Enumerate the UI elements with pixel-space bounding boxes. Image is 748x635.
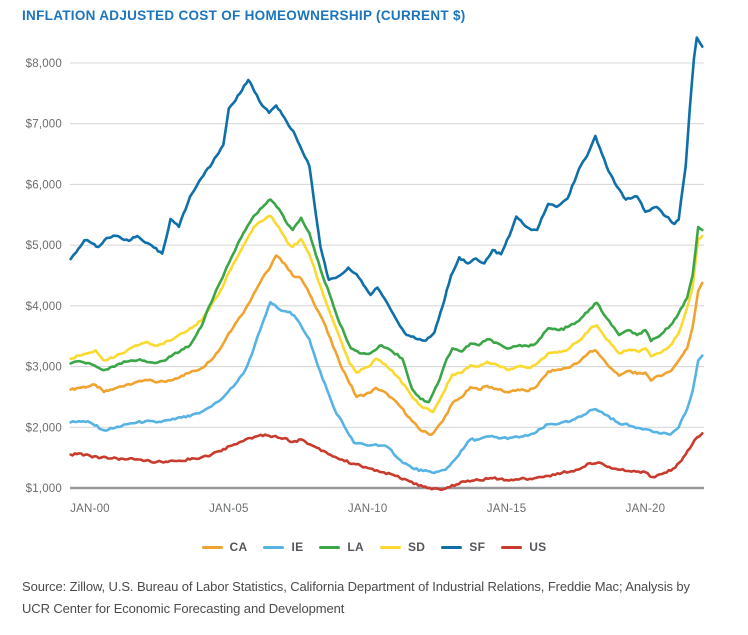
x-axis-labels: JAN-00 JAN-05 JAN-10 JAN-15 JAN-20 [70, 503, 665, 515]
legend-item-la: LA [319, 540, 364, 554]
legend-swatch-sd [380, 545, 401, 549]
series-line-sd [69, 214, 704, 414]
x-tick-label: JAN-20 [626, 503, 666, 515]
legend-item-us: US [501, 540, 546, 554]
legend-label-ie: IE [291, 540, 304, 554]
legend-label-us: US [529, 540, 547, 554]
y-tick-label: $2,000 [26, 422, 62, 434]
y-tick-label: $4,000 [26, 301, 62, 313]
x-tick-label: JAN-10 [348, 503, 388, 515]
legend-item-sf: SF [441, 540, 485, 554]
series-line-us [69, 432, 704, 492]
legend-swatch-ca [201, 545, 223, 549]
y-tick-label: $1,000 [26, 483, 62, 495]
chart-legend: CA IE LA SD SF US [0, 540, 748, 554]
y-axis-labels: $1,000 $2,000 $3,000 $4,000 $5,000 $6,000 $7,0… [26, 58, 62, 495]
series-line-ca [69, 254, 704, 436]
legend-item-ie: IE [263, 540, 303, 554]
y-tick-label: $5,000 [26, 240, 62, 252]
y-tick-label: $3,000 [26, 362, 62, 374]
legend-swatch-la [319, 545, 341, 549]
x-tick-label: JAN-15 [487, 503, 527, 515]
legend-label-la: LA [347, 540, 364, 554]
legend-swatch-us [501, 545, 523, 549]
source-line-1: Source: Zillow, U.S. Bureau of Labor Sta… [22, 579, 690, 594]
legend-label-sf: SF [469, 540, 486, 554]
source-line-2: UCR Center for Economic Forecasting and … [22, 601, 345, 616]
legend-swatch-ie [263, 545, 285, 549]
gridlines [70, 62, 704, 490]
source-attribution: Source: Zillow, U.S. Bureau of Labor Sta… [22, 576, 690, 620]
legend-item-sd: SD [380, 540, 425, 554]
series-lines [69, 36, 704, 492]
series-line-sf [69, 36, 704, 342]
series-line-la [69, 198, 704, 404]
x-tick-label: JAN-00 [70, 503, 110, 515]
y-tick-label: $7,000 [26, 119, 62, 131]
chart-title: INFLATION ADJUSTED COST OF HOMEOWNERSHIP… [22, 8, 466, 23]
legend-swatch-sf [441, 545, 463, 549]
y-tick-label: $8,000 [26, 58, 62, 70]
legend-item-ca: CA [201, 540, 248, 554]
homeownership-cost-chart: $1,000 $2,000 $3,000 $4,000 $5,000 $6,000 $7,0… [26, 36, 704, 515]
legend-label-ca: CA [229, 540, 248, 554]
y-tick-label: $6,000 [26, 179, 62, 191]
x-tick-label: JAN-05 [209, 503, 249, 515]
series-line-ie [69, 300, 704, 475]
legend-label-sd: SD [408, 540, 426, 554]
